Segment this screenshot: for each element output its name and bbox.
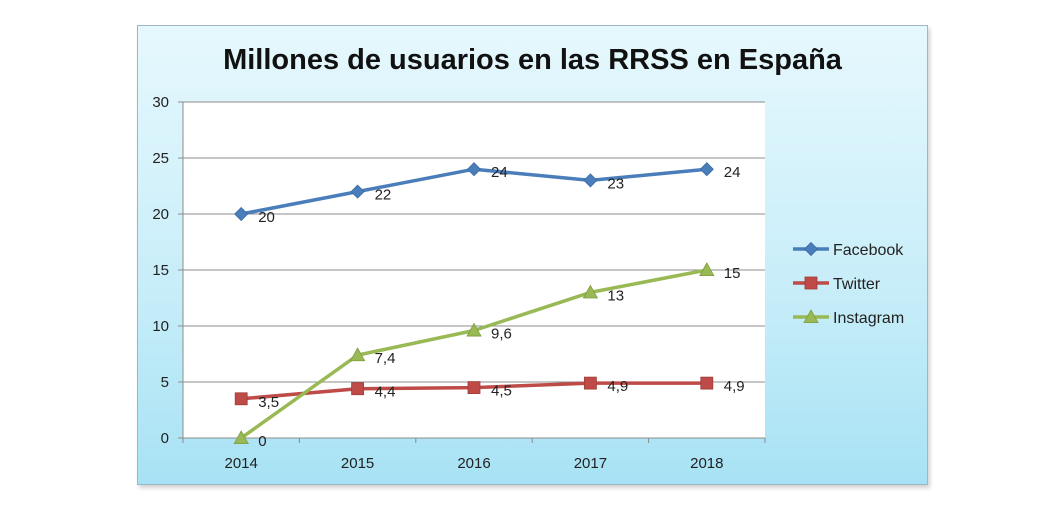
- y-tick-label: 0: [161, 430, 169, 447]
- marker-instagram: [349, 347, 366, 362]
- y-tick-label: 15: [152, 262, 169, 279]
- data-label-facebook: 24: [724, 164, 741, 181]
- legend-label-twitter: Twitter: [833, 276, 881, 293]
- marker-twitter: [351, 382, 365, 396]
- x-tick-label: 2014: [225, 455, 258, 472]
- x-tick-label: 2017: [574, 455, 607, 472]
- data-label-facebook: 23: [607, 175, 624, 192]
- data-label-twitter: 4,4: [375, 384, 396, 401]
- data-label-twitter: 4,9: [724, 378, 745, 395]
- x-tick-label: 2015: [341, 455, 374, 472]
- y-tick-label: 20: [152, 206, 169, 223]
- marker-facebook: [350, 184, 365, 199]
- data-label-instagram: 15: [724, 265, 741, 282]
- legend-label-instagram: Instagram: [833, 310, 904, 327]
- x-tick-label: 2018: [690, 455, 723, 472]
- data-label-instagram: 7,4: [375, 350, 396, 367]
- y-tick-label: 30: [152, 94, 169, 111]
- marker-twitter: [700, 376, 714, 390]
- marker-instagram: [466, 322, 482, 337]
- marker-instagram: [699, 262, 715, 277]
- data-label-twitter: 4,9: [607, 378, 628, 395]
- marker-facebook: [583, 173, 598, 188]
- legend-label-facebook: Facebook: [833, 242, 904, 259]
- data-label-instagram: 13: [607, 287, 624, 304]
- marker-twitter: [234, 392, 248, 406]
- y-tick-label: 5: [161, 374, 169, 391]
- data-label-facebook: 22: [375, 187, 392, 204]
- y-tick-label: 10: [152, 318, 169, 335]
- legend-marker-facebook: [803, 241, 819, 257]
- marker-twitter: [584, 376, 597, 390]
- marker-instagram: [582, 284, 599, 299]
- x-tick-label: 2016: [457, 455, 490, 472]
- marker-facebook: [466, 162, 482, 177]
- chart-title: Millones de usuarios en las RRSS en Espa…: [223, 44, 842, 76]
- data-label-facebook: 20: [258, 209, 275, 226]
- data-label-twitter: 3,5: [258, 394, 279, 411]
- marker-facebook: [699, 162, 714, 177]
- data-label-twitter: 4,5: [491, 383, 512, 400]
- marker-twitter: [467, 381, 481, 395]
- legend-marker-twitter: [804, 276, 818, 290]
- marker-facebook: [234, 206, 249, 222]
- y-tick-label: 25: [152, 150, 169, 167]
- data-label-instagram: 9,6: [491, 325, 512, 342]
- legend-marker-instagram: [803, 309, 819, 324]
- data-label-instagram: 0: [258, 433, 266, 450]
- data-label-facebook: 24: [491, 164, 508, 181]
- marker-instagram: [233, 430, 249, 445]
